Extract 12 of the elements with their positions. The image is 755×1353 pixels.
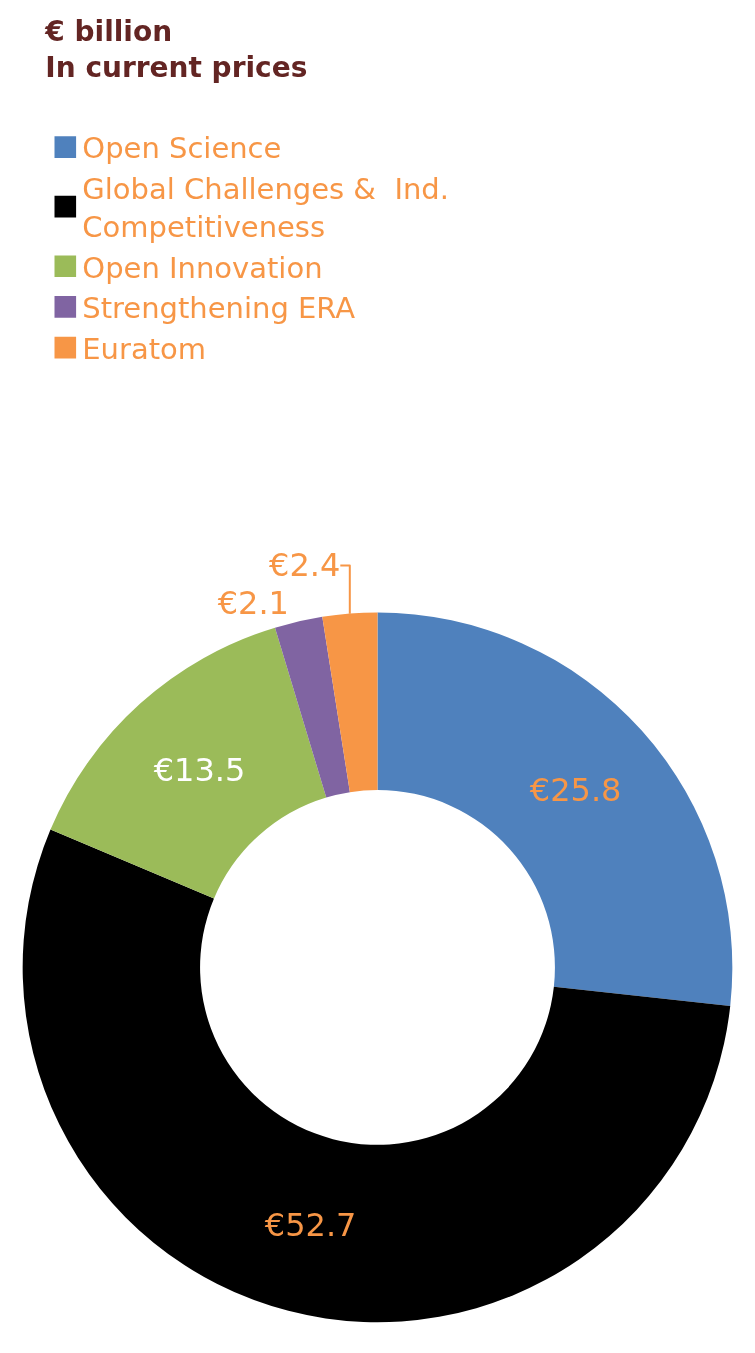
legend-label: Euratom	[82, 331, 207, 366]
legend-label: Strengthening ERA	[82, 291, 356, 326]
chart-subtitle: In current prices	[45, 50, 308, 84]
data-label: €2.1	[217, 584, 289, 623]
legend-label: Open Science	[82, 131, 282, 166]
data-label: €13.5	[153, 750, 246, 789]
data-label: €25.8	[529, 770, 622, 809]
data-label: €52.7	[264, 1206, 357, 1244]
chart-title: € billion	[44, 14, 173, 48]
legend-label: Global Challenges & Ind. Competitiveness	[82, 172, 449, 244]
data-label: €2.4	[269, 546, 341, 585]
legend-label: Open Innovation	[82, 250, 323, 285]
